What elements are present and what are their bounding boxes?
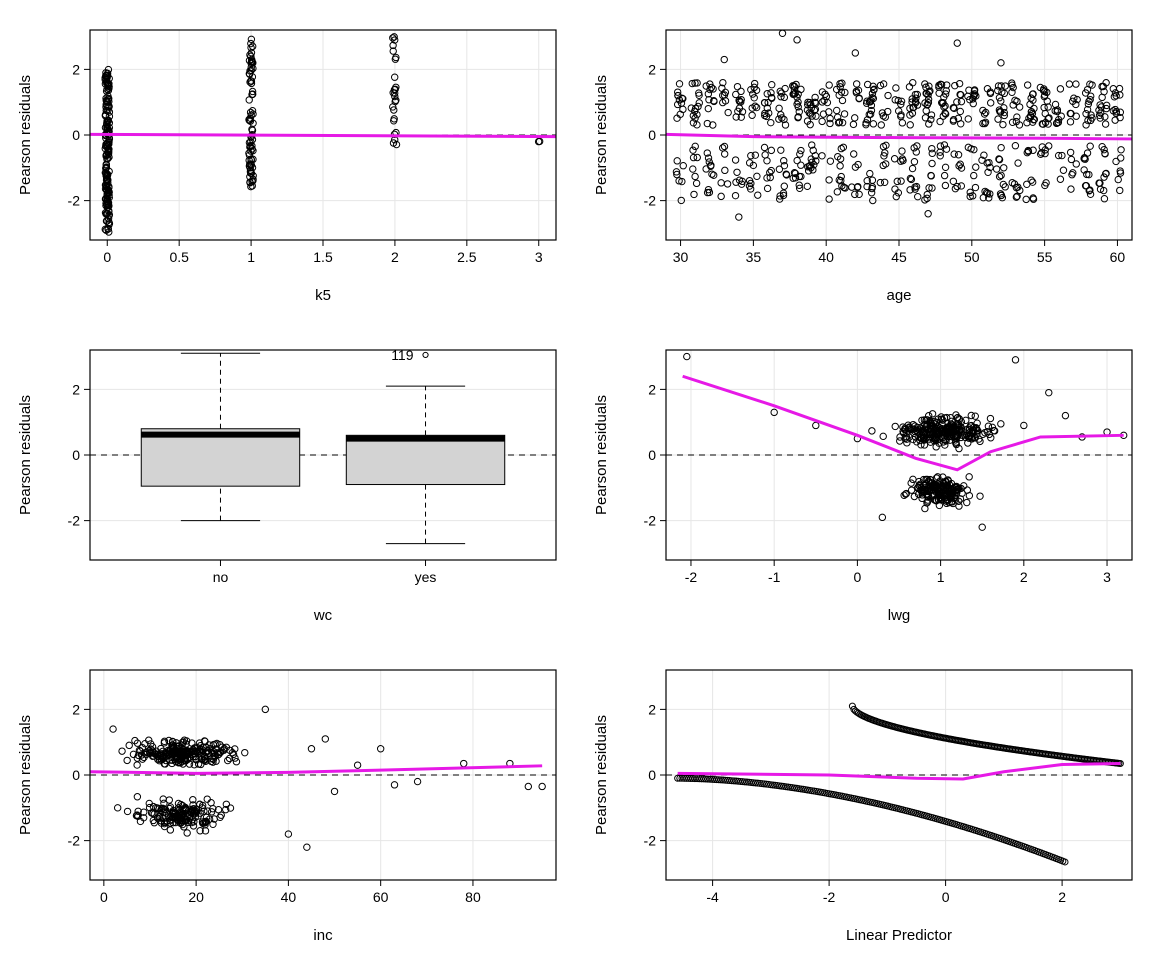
x-axis-label: lwg — [888, 607, 911, 624]
x-tick-label: yes — [415, 569, 437, 585]
x-tick-label: 2.5 — [457, 249, 477, 265]
x-tick-label: 20 — [188, 889, 204, 905]
y-axis-label: Pearson residuals — [17, 395, 34, 515]
y-axis-label: Pearson residuals — [593, 75, 610, 195]
y-tick-label: -2 — [644, 513, 657, 529]
x-tick-label: 1 — [937, 569, 945, 585]
y-tick-label: -2 — [68, 513, 81, 529]
x-tick-label: 40 — [281, 889, 297, 905]
y-tick-label: -2 — [644, 193, 657, 209]
x-tick-label: 0 — [100, 889, 108, 905]
x-tick-label: 60 — [373, 889, 389, 905]
x-tick-label: 50 — [964, 249, 980, 265]
x-tick-label: 80 — [465, 889, 481, 905]
x-tick-label: 40 — [818, 249, 834, 265]
x-tick-label: 35 — [746, 249, 762, 265]
y-tick-label: -2 — [644, 833, 657, 849]
residual-panel-k5: 0 0.5 1 1.5 2 2.5 3 -2 0 2 k5 Pearson residuals — [0, 0, 576, 320]
x-tick-label: -4 — [706, 889, 719, 905]
x-tick-label: 2 — [1058, 889, 1066, 905]
x-tick-label: -1 — [768, 569, 781, 585]
x-tick-label: 1.5 — [313, 249, 333, 265]
y-tick-label: 2 — [72, 701, 80, 717]
residual-panel-wc: 119 no yes -2 0 2 wc Pearson residuals — [0, 320, 576, 640]
x-tick-label: 3 — [1103, 569, 1111, 585]
outlier-label: 119 — [391, 347, 414, 363]
x-tick-label: 30 — [673, 249, 689, 265]
x-tick-label: no — [213, 569, 229, 585]
y-tick-label: 2 — [72, 381, 80, 397]
x-axis-label: wc — [313, 607, 333, 624]
x-axis-label: inc — [313, 927, 333, 944]
residual-panel-inc: 0 20 40 60 80 -2 0 2 inc Pearson residuals — [0, 640, 576, 960]
x-tick-label: 0 — [103, 249, 111, 265]
x-tick-label: -2 — [685, 569, 698, 585]
y-tick-label: 0 — [72, 127, 80, 143]
x-tick-label: 1 — [247, 249, 255, 265]
x-axis-label: k5 — [315, 287, 331, 304]
residual-panel-age: 30 35 40 45 50 55 60 -2 0 2 age Pearson residuals — [576, 0, 1152, 320]
residual-panel-linear-predictor: -4 -2 0 2 -2 0 2 Linear Predictor Pearson residu… — [576, 640, 1152, 960]
y-tick-label: 2 — [648, 61, 656, 77]
y-axis-label: Pearson residuals — [593, 715, 610, 835]
y-tick-label: 2 — [648, 381, 656, 397]
x-axis-label: Linear Predictor — [846, 927, 952, 944]
x-tick-label: 2 — [391, 249, 399, 265]
y-tick-label: 0 — [72, 447, 80, 463]
y-tick-label: 0 — [648, 767, 656, 783]
x-tick-label: 3 — [535, 249, 543, 265]
x-tick-label: 0.5 — [169, 249, 189, 265]
x-tick-label: 0 — [942, 889, 950, 905]
y-tick-label: 2 — [72, 61, 80, 77]
y-axis-label: Pearson residuals — [17, 715, 34, 835]
residual-panel-lwg: -2 -1 0 1 2 3 -2 0 2 lwg Pearson residuals — [576, 320, 1152, 640]
x-tick-label: 0 — [853, 569, 861, 585]
y-tick-label: 2 — [648, 701, 656, 717]
y-tick-label: 0 — [72, 767, 80, 783]
y-axis-label: Pearson residuals — [17, 75, 34, 195]
x-tick-label: 45 — [891, 249, 907, 265]
y-axis-label: Pearson residuals — [593, 395, 610, 515]
x-tick-label: -2 — [823, 889, 836, 905]
y-tick-label: 0 — [648, 127, 656, 143]
y-tick-label: -2 — [68, 833, 81, 849]
y-tick-label: -2 — [68, 193, 81, 209]
residual-plots-grid: 00.511.522.53-202k5Pearson residuals3035… — [0, 0, 1152, 960]
y-tick-label: 0 — [648, 447, 656, 463]
x-axis-label: age — [886, 287, 911, 304]
x-tick-label: 2 — [1020, 569, 1028, 585]
x-tick-label: 60 — [1110, 249, 1126, 265]
x-tick-label: 55 — [1037, 249, 1053, 265]
